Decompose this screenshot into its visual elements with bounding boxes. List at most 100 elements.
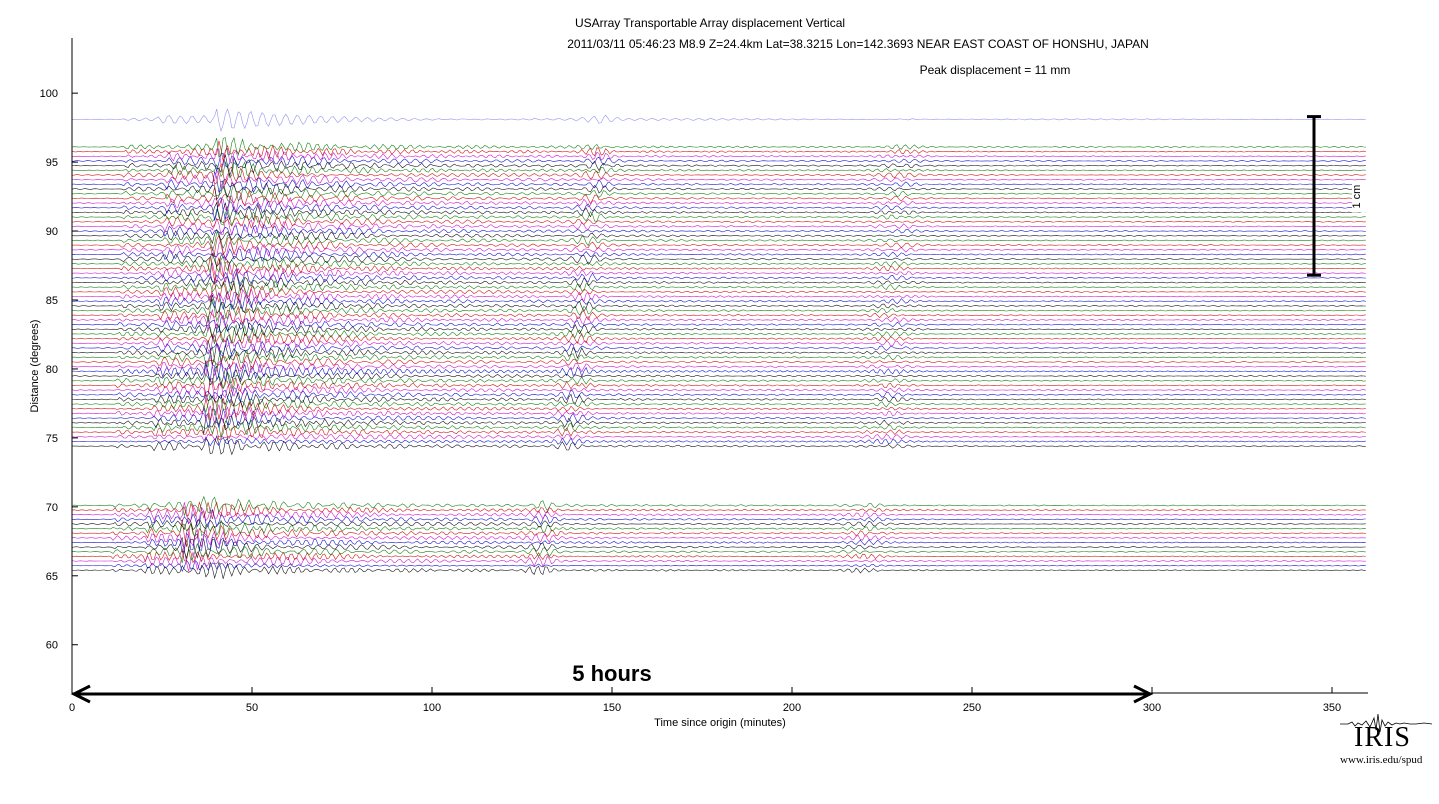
y-axis-label: Distance (degrees) <box>29 320 41 413</box>
seismogram-trace <box>71 140 1366 162</box>
y-ticks: 60 65 70 75 80 85 90 95 100 <box>40 88 78 652</box>
seismogram-trace <box>71 271 1366 292</box>
seismogram-trace <box>71 153 1366 177</box>
seismogram-trace <box>71 527 1366 550</box>
y-tick-label: 95 <box>46 157 58 169</box>
x-axis-label: Time since origin (minutes) <box>654 717 786 729</box>
duration-arrow <box>70 684 1154 704</box>
x-tick-label: 200 <box>783 702 801 714</box>
seismogram-trace <box>71 334 1366 355</box>
seismogram-trace <box>71 152 1366 172</box>
seismogram-trace <box>71 435 1366 456</box>
seismogram-trace <box>71 180 1366 201</box>
y-tick-label: 60 <box>46 640 58 652</box>
seismogram-trace <box>71 268 1366 287</box>
scale-bar <box>1307 115 1366 277</box>
x-tick-label: 250 <box>963 702 981 714</box>
seismogram-trace <box>71 317 1366 340</box>
x-tick-label: 50 <box>246 702 258 714</box>
y-tick-label: 100 <box>40 88 58 100</box>
seismogram-trace <box>71 364 1366 387</box>
seismogram-trace <box>71 393 1366 416</box>
seismogram-trace <box>71 252 1366 274</box>
iris-logo: IRIS www.iris.edu/spud <box>1340 708 1432 768</box>
seismogram-trace <box>71 519 1366 537</box>
arrow-left-head <box>70 684 91 704</box>
seismogram-trace <box>71 353 1366 370</box>
seismogram-trace <box>71 278 1366 296</box>
seismogram-trace <box>71 360 1366 382</box>
iris-seismogram-icon <box>1340 713 1432 733</box>
seismogram-trace <box>71 234 1366 257</box>
seismogram-trace <box>72 377 1366 396</box>
trace-group <box>71 108 1366 580</box>
seismogram-trace <box>71 216 1366 236</box>
scale-bar-label-box <box>1352 180 1366 213</box>
seismogram-trace <box>72 239 1366 261</box>
seismogram-trace <box>71 246 1366 263</box>
seismogram-trace <box>71 314 1366 333</box>
seismogram-trace <box>71 332 1366 345</box>
seismogram-trace <box>71 398 1366 420</box>
seismogram-trace <box>71 559 1366 572</box>
y-tick-label: 65 <box>46 571 58 583</box>
seismogram-trace <box>71 537 1366 560</box>
y-tick-label: 75 <box>46 433 58 445</box>
seismogram-trace <box>71 417 1366 439</box>
seismogram-trace <box>72 390 1366 409</box>
seismogram-trace <box>71 424 1366 441</box>
seismogram-trace <box>71 256 1366 282</box>
seismogram-trace <box>71 147 1366 166</box>
seismogram-trace <box>71 412 1366 434</box>
x-tick-label: 100 <box>423 702 441 714</box>
seismogram-trace <box>71 508 1366 528</box>
seismogram-trace <box>71 201 1366 223</box>
logo-word: IRIS <box>1354 722 1411 753</box>
x-ticks: 0 50 100 150 200 250 300 350 <box>69 687 1341 714</box>
seismogram-trace <box>71 163 1366 185</box>
x-tick-label: 300 <box>1143 702 1161 714</box>
seismogram-trace <box>71 305 1366 326</box>
seismogram-trace <box>71 354 1366 377</box>
arrow-right-head <box>1133 684 1154 704</box>
y-tick-label: 85 <box>46 295 58 307</box>
seismogram-trace <box>72 323 1366 345</box>
seismogram-trace <box>72 532 1366 553</box>
seismogram-trace <box>71 560 1366 580</box>
y-tick-label: 70 <box>46 502 58 514</box>
seismogram-trace <box>71 171 1366 194</box>
seismogram-trace <box>71 279 1366 303</box>
seismogram-trace <box>71 194 1366 213</box>
seismogram-trace <box>71 495 1366 517</box>
seismogram-trace <box>71 137 1366 158</box>
seismogram-trace <box>71 187 1366 207</box>
seismogram-trace <box>72 436 1366 447</box>
chart-subtitle: 2011/03/11 05:46:23 M8.9 Z=24.4km Lat=38… <box>567 37 1149 51</box>
seismogram-trace <box>71 539 1366 564</box>
seismogram-trace <box>71 206 1366 227</box>
seismogram-trace <box>72 161 1366 179</box>
seismogram-trace <box>71 231 1366 252</box>
scale-bar-label: 1 cm <box>1351 185 1363 209</box>
seismogram-trace <box>71 223 1366 240</box>
seismogram-trace <box>71 378 1366 402</box>
seismogram-trace <box>71 196 1366 221</box>
x-tick-label: 150 <box>603 702 621 714</box>
seismogram-trace <box>71 404 1366 424</box>
chart-title: USArray Transportable Array displacement… <box>575 16 845 30</box>
seismogram-trace <box>71 345 1366 369</box>
duration-label: 5 hours <box>572 661 651 686</box>
seismogram-trace <box>71 294 1366 314</box>
x-tick-label: 350 <box>1323 702 1341 714</box>
y-tick-label: 90 <box>46 226 58 238</box>
seismogram-trace <box>71 288 1366 305</box>
seismogram-trace <box>71 228 1366 245</box>
y-tick-label: 80 <box>46 364 58 376</box>
seismogram-trace <box>71 519 1366 547</box>
seismogram-trace <box>71 549 1366 572</box>
seismogram-trace <box>71 309 1366 332</box>
seismogram-trace <box>72 182 1366 203</box>
seismogram-trace <box>71 169 1366 190</box>
axes <box>71 38 1368 694</box>
